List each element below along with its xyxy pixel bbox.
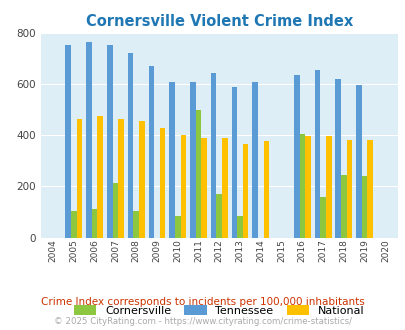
Bar <box>118 119 124 238</box>
Bar <box>299 134 305 238</box>
Bar <box>340 175 346 238</box>
Bar <box>92 210 97 238</box>
Bar <box>107 45 112 238</box>
Bar <box>222 138 227 238</box>
Bar <box>159 128 165 238</box>
Bar <box>86 42 92 238</box>
Text: Crime Index corresponds to incidents per 100,000 inhabitants: Crime Index corresponds to incidents per… <box>41 297 364 307</box>
Bar <box>77 119 82 238</box>
Bar <box>148 66 154 238</box>
Bar <box>335 79 340 238</box>
Bar <box>175 216 180 238</box>
Bar <box>97 116 103 238</box>
Bar <box>263 141 269 238</box>
Bar <box>169 82 175 238</box>
Bar <box>314 70 320 238</box>
Bar <box>242 144 248 238</box>
Bar <box>216 194 222 238</box>
Bar <box>190 82 195 238</box>
Bar <box>71 211 77 238</box>
Bar <box>367 140 372 238</box>
Bar <box>128 53 133 238</box>
Bar <box>133 211 139 238</box>
Bar <box>231 87 237 238</box>
Bar <box>112 182 118 238</box>
Bar <box>237 216 242 238</box>
Bar <box>139 121 144 238</box>
Legend: Cornersville, Tennessee, National: Cornersville, Tennessee, National <box>74 305 364 316</box>
Bar <box>252 82 257 238</box>
Bar <box>346 140 352 238</box>
Bar <box>210 73 216 238</box>
Bar <box>180 135 185 238</box>
Bar <box>65 45 71 238</box>
Bar <box>361 176 367 238</box>
Bar <box>320 197 325 238</box>
Bar <box>195 110 201 238</box>
Title: Cornersville Violent Crime Index: Cornersville Violent Crime Index <box>85 14 352 29</box>
Bar <box>305 136 310 238</box>
Text: © 2025 CityRating.com - https://www.cityrating.com/crime-statistics/: © 2025 CityRating.com - https://www.city… <box>54 317 351 326</box>
Bar <box>355 85 361 238</box>
Bar <box>201 138 207 238</box>
Bar <box>293 75 299 238</box>
Bar <box>325 136 331 238</box>
